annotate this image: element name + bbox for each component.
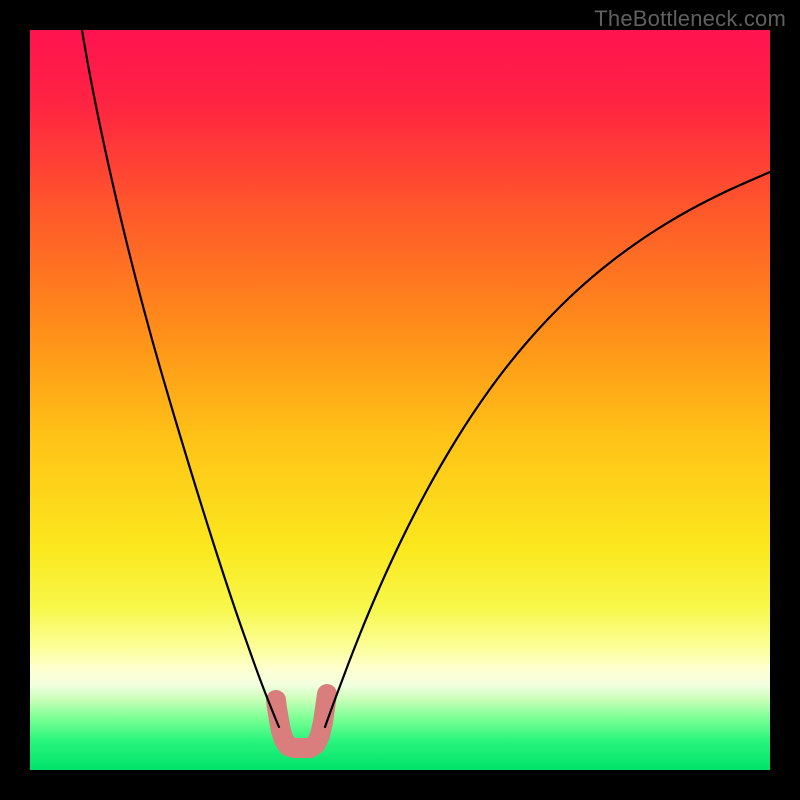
gradient-background	[30, 30, 770, 770]
bottleneck-chart	[30, 30, 770, 770]
chart-svg	[30, 30, 770, 770]
watermark-text: TheBottleneck.com	[594, 6, 786, 32]
